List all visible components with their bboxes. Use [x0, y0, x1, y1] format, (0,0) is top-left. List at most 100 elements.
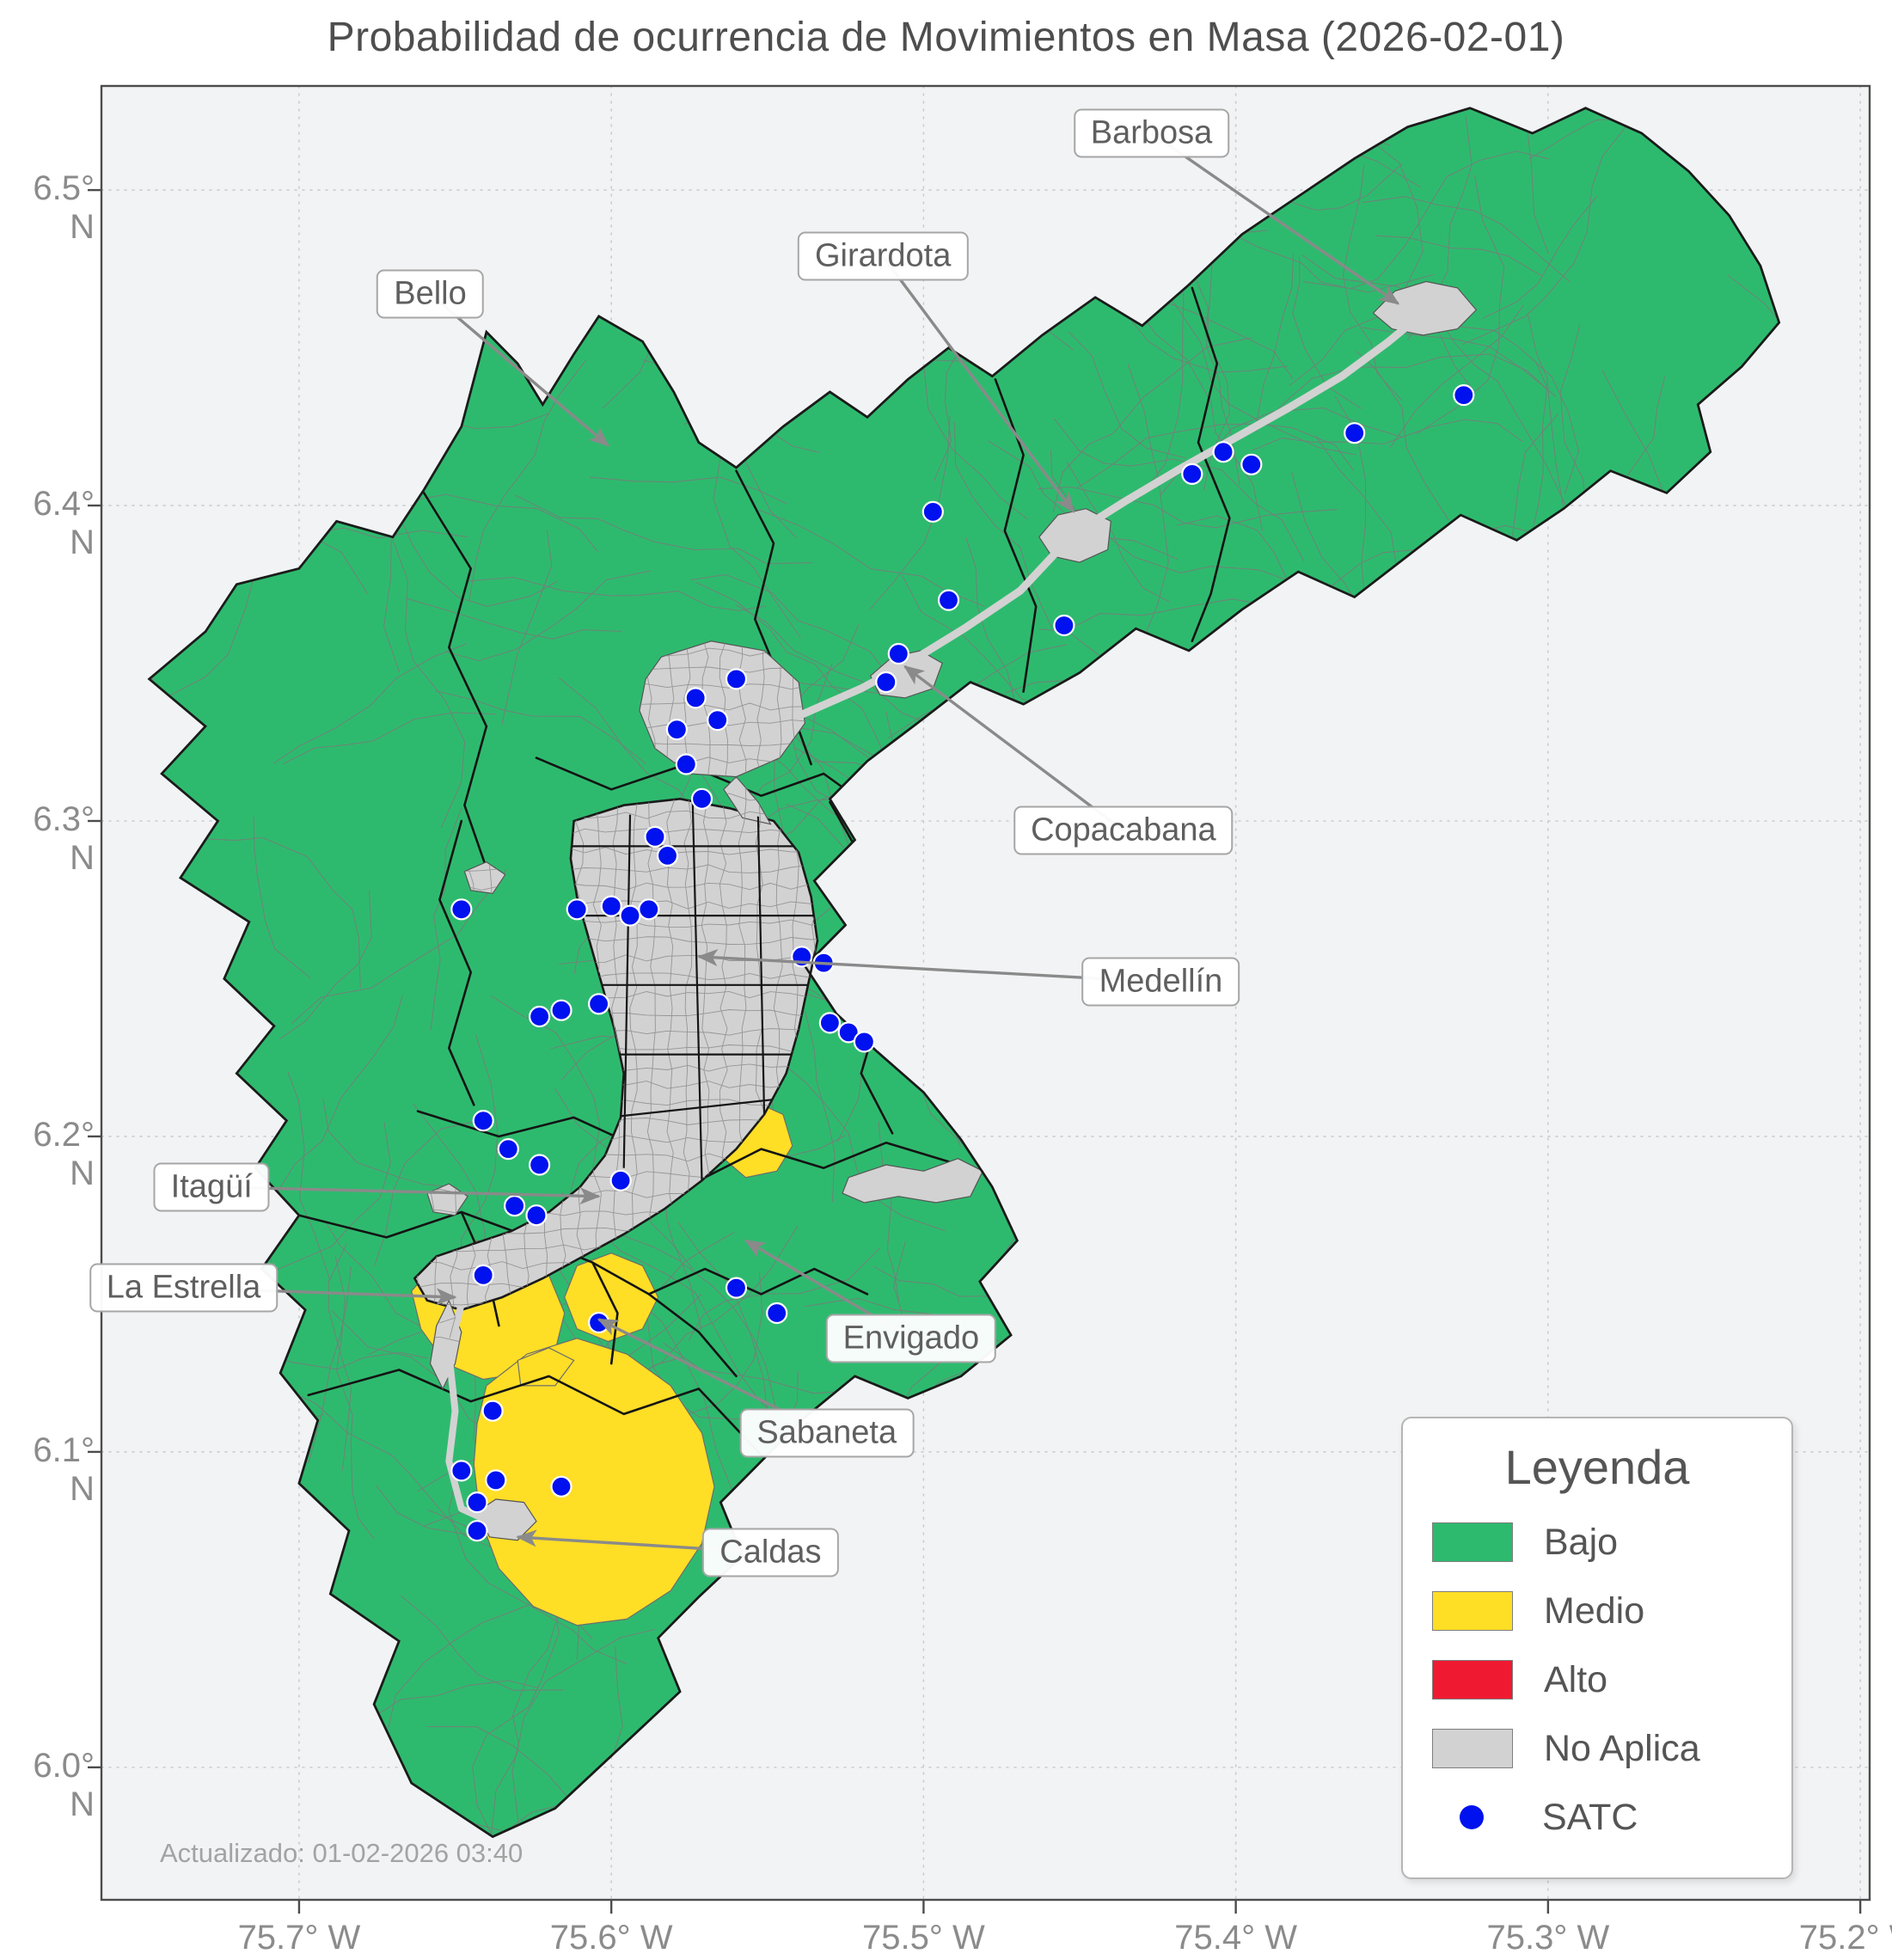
axis-ticks: [88, 188, 1862, 1914]
map-annotation-copacabana: Copacabana: [1013, 805, 1234, 855]
legend-item-bajo: Bajo: [1432, 1521, 1791, 1564]
legend-item-alto: Alto: [1432, 1658, 1791, 1701]
x-tick-label: 75.5° W: [862, 1919, 985, 1957]
satc-point: [937, 589, 960, 611]
map-annotation-itag-: Itagüí: [153, 1162, 270, 1212]
legend-item-medio: Medio: [1432, 1589, 1791, 1632]
satc-point: [766, 1302, 788, 1325]
region-outline: [147, 107, 1781, 1839]
map-annotation-medell-n: Medellín: [1081, 957, 1240, 1007]
x-tick-label: 75.4° W: [1174, 1919, 1297, 1957]
satc-point: [497, 1137, 519, 1161]
satc-point: [1053, 614, 1075, 637]
x-tick-label: 75.6° W: [549, 1919, 673, 1957]
satc-point: [665, 718, 689, 741]
satc-point: [472, 1109, 494, 1132]
legend: Leyenda Bajo Medio Alto No Aplica SATC: [1401, 1417, 1793, 1879]
legend-item-label: Medio: [1544, 1589, 1645, 1632]
map-canvas: [88, 84, 1871, 1914]
satc-point: [587, 993, 610, 1015]
satc-point: [707, 708, 729, 732]
satc-legend-dot-icon: [1432, 1798, 1511, 1836]
y-tick-label: 6.1° N: [33, 1430, 95, 1508]
legend-swatch: [1432, 1591, 1513, 1631]
satc-point: [725, 668, 748, 690]
satc-point: [466, 1491, 488, 1514]
satc-point: [529, 1154, 551, 1176]
satc-point: [837, 1021, 860, 1044]
map-annotation-bello: Bello: [377, 269, 484, 319]
map-annotation-envigado: Envigado: [825, 1314, 997, 1363]
legend-swatch: [1432, 1522, 1513, 1562]
page-title: Probabilidad de ocurrencia de Movimiento…: [327, 15, 1565, 60]
map-annotation-girardota: Girardota: [797, 231, 969, 281]
legend-item-label: Bajo: [1544, 1521, 1619, 1563]
legend-swatch: [1432, 1729, 1513, 1768]
satc-point: [472, 1264, 494, 1287]
satc-point: [1240, 453, 1263, 475]
updated-timestamp: Actualizado: 01-02-2026 03:40: [160, 1838, 524, 1868]
legend-item-satc: SATC: [1432, 1796, 1791, 1839]
legend-item-no-aplica: No Aplica: [1432, 1727, 1791, 1770]
urban-river-corridor: [445, 1300, 499, 1528]
plot-frame: [100, 84, 1871, 1902]
x-tick-label: 75.2° W: [1798, 1919, 1892, 1957]
satc-point: [550, 1475, 572, 1498]
y-tick-label: 6.4° N: [33, 485, 95, 562]
annotation-arrow: [881, 255, 1075, 514]
satc-point: [550, 999, 572, 1021]
satc-point: [504, 1195, 526, 1217]
annotation-arrow: [903, 665, 1124, 832]
satc-point: [600, 895, 622, 917]
satc-point: [690, 787, 713, 810]
map-annotation-barbosa: Barbosa: [1073, 108, 1230, 158]
satc-point: [485, 1469, 507, 1491]
satc-point: [619, 904, 641, 927]
legend-swatch: [1432, 1660, 1513, 1700]
legend-item-label: SATC: [1542, 1796, 1638, 1838]
satc-point: [887, 642, 909, 665]
satc-point: [1181, 462, 1203, 485]
satc-point: [566, 898, 588, 921]
annotation-arrow: [429, 292, 610, 447]
satc-point: [675, 753, 697, 775]
y-tick-label: 6.3° N: [33, 800, 95, 877]
legend-title: Leyenda: [1504, 1440, 1690, 1494]
y-tick-label: 6.5° N: [33, 169, 95, 247]
satc-point: [853, 1031, 876, 1053]
satc-point: [638, 898, 660, 921]
satc-point: [1344, 422, 1366, 444]
legend-item-label: Alto: [1544, 1658, 1608, 1700]
satc-point: [1453, 384, 1475, 407]
y-tick-label: 6.0° N: [33, 1746, 95, 1823]
satc-point: [525, 1204, 548, 1227]
y-tick-label: 6.2° N: [33, 1115, 95, 1192]
satc-point: [644, 825, 666, 848]
annotation-arrow: [1150, 132, 1400, 305]
satc-point: [656, 844, 679, 867]
satc-points: [450, 384, 1475, 1542]
map-annotation-sabaneta: Sabaneta: [739, 1408, 915, 1458]
satc-point: [529, 1005, 551, 1028]
satc-point: [450, 898, 473, 921]
map-annotation-caldas: Caldas: [702, 1528, 839, 1577]
satc-point: [1212, 441, 1234, 463]
x-tick-label: 75.3° W: [1486, 1919, 1610, 1957]
satc-point: [922, 500, 944, 523]
region-no-aplica: [413, 280, 1478, 1541]
satc-point: [481, 1400, 504, 1422]
satc-point: [466, 1520, 488, 1542]
annotation-arrow: [211, 1185, 601, 1205]
comuna-boundaries: [567, 799, 817, 1181]
legend-item-label: No Aplica: [1544, 1727, 1700, 1769]
satc-point: [725, 1277, 748, 1299]
satc-point: [818, 1012, 842, 1034]
map-annotation-la-estrella: La Estrella: [89, 1263, 279, 1313]
legend-rows: Bajo Medio Alto No Aplica SATC: [1403, 1521, 1791, 1839]
map-plot-area: [88, 84, 1871, 1914]
satc-point: [684, 687, 707, 709]
x-tick-label: 75.7° W: [237, 1919, 361, 1957]
urban-river-corridor: [785, 309, 1428, 725]
satc-point: [875, 671, 897, 694]
